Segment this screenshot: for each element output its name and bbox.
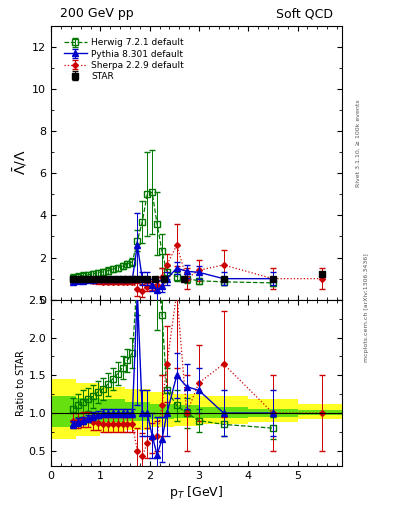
- X-axis label: p$_{T}$ [GeV]: p$_{T}$ [GeV]: [169, 483, 224, 501]
- Text: 200 GeV pp: 200 GeV pp: [60, 7, 134, 20]
- Legend: Herwig 7.2.1 default, Pythia 8.301 default, Sherpa 2.2.9 default, STAR: Herwig 7.2.1 default, Pythia 8.301 defau…: [61, 36, 187, 84]
- Text: Soft QCD: Soft QCD: [276, 7, 333, 20]
- Text: mcplots.cern.ch [arXiv:1306.3436]: mcplots.cern.ch [arXiv:1306.3436]: [364, 253, 369, 361]
- Y-axis label: $\bar{\Lambda}/\Lambda$: $\bar{\Lambda}/\Lambda$: [11, 150, 29, 176]
- Y-axis label: Ratio to STAR: Ratio to STAR: [16, 350, 26, 416]
- Text: Rivet 3.1.10, ≥ 100k events: Rivet 3.1.10, ≥ 100k events: [356, 99, 361, 187]
